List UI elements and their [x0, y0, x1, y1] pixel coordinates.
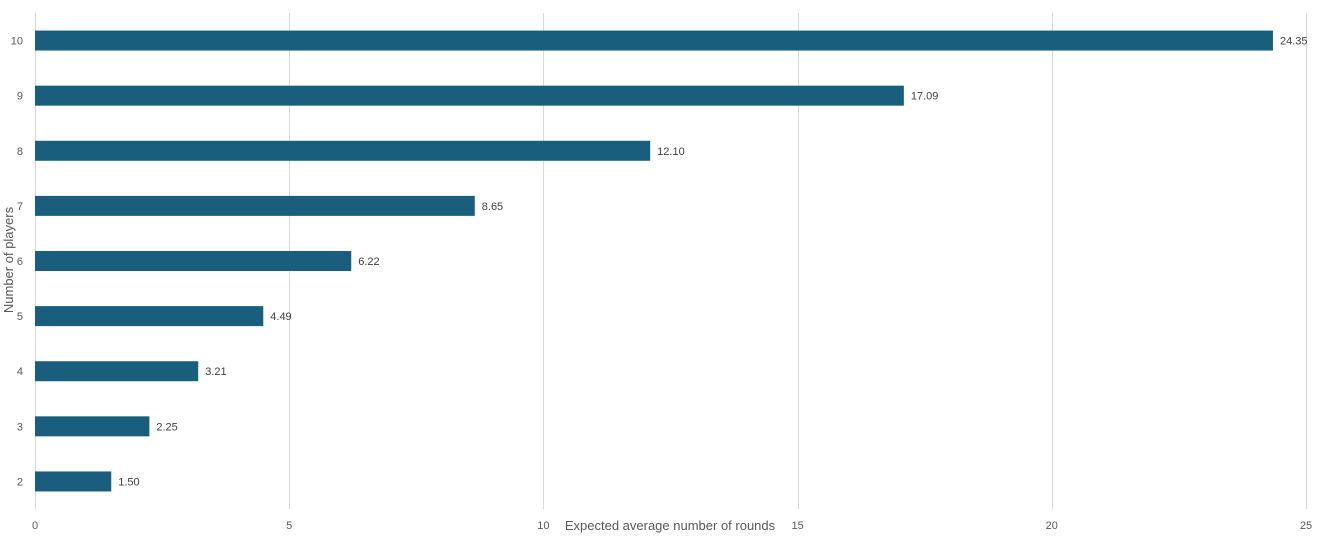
bar [35, 85, 904, 106]
x-tick-label: 25 [1300, 520, 1312, 532]
bar [35, 195, 475, 216]
y-tick-label: 5 [17, 311, 23, 323]
bar [35, 30, 1273, 51]
bar [35, 306, 264, 327]
bar [35, 361, 199, 382]
x-tick-label: 15 [791, 520, 803, 532]
bar [35, 416, 150, 437]
bar [35, 251, 352, 271]
x-tick-label: 0 [32, 520, 38, 532]
x-axis-title: Expected average number of rounds [565, 518, 776, 533]
data-label: 3.21 [205, 366, 226, 378]
y-tick-label: 4 [17, 366, 23, 378]
data-label: 17.09 [911, 91, 939, 103]
x-axis-ticks: 0 5 10 15 20 25 [32, 520, 1312, 532]
data-label: 2.25 [156, 421, 177, 433]
x-tick-label: 20 [1046, 520, 1058, 532]
x-tick-label: 5 [286, 520, 292, 532]
y-tick-label: 10 [11, 36, 23, 48]
data-label: 4.49 [270, 311, 291, 323]
x-tick-label: 10 [537, 520, 549, 532]
bar [35, 471, 112, 492]
data-label: 8.65 [482, 201, 503, 213]
y-tick-label: 6 [17, 256, 23, 268]
data-label: 1.50 [118, 476, 139, 488]
bar [35, 140, 651, 161]
y-axis-title: Number of players [1, 206, 16, 313]
y-tick-label: 2 [17, 476, 23, 488]
y-tick-label: 7 [17, 201, 23, 213]
bars [35, 30, 1273, 492]
data-label: 6.22 [358, 256, 379, 268]
y-tick-label: 3 [17, 421, 23, 433]
data-labels: 1.50 2.25 3.21 4.49 6.22 8.65 12.10 17.09 24.35 [118, 36, 1307, 489]
y-tick-label: 9 [17, 91, 23, 103]
data-label: 12.10 [657, 146, 685, 158]
y-tick-label: 8 [17, 146, 23, 158]
data-label: 24.35 [1280, 36, 1308, 48]
y-axis-ticks: 2 3 4 5 6 7 8 9 10 [11, 36, 23, 489]
